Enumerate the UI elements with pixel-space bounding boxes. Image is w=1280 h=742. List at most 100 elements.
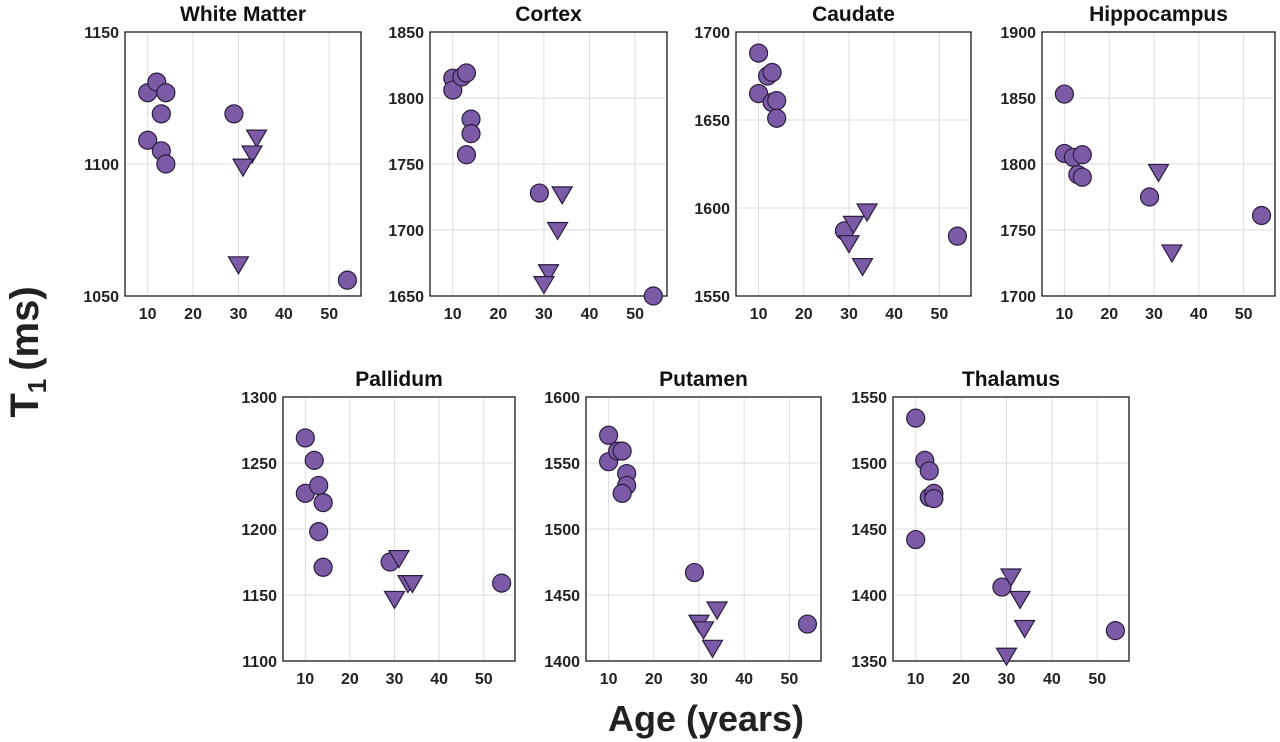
x-tick-label: 20 [341, 671, 359, 688]
x-tick-label: 10 [139, 306, 157, 323]
data-point-triangle [1013, 619, 1036, 639]
data-point-triangle [851, 257, 874, 277]
x-tick-label: 50 [1088, 671, 1106, 688]
x-tick-label: 50 [930, 306, 948, 323]
y-tick-label: 1550 [694, 289, 730, 306]
data-point-circle [992, 577, 1012, 597]
data-point-circle [1054, 84, 1075, 104]
x-tick-label: 20 [1100, 306, 1118, 323]
data-point-circle [643, 286, 663, 306]
x-tick-label: 10 [296, 671, 314, 688]
x-tick-label: 50 [1235, 306, 1253, 323]
x-tick-label: 30 [535, 306, 553, 323]
data-point-triangle [546, 221, 569, 241]
data-point-circle [309, 522, 329, 542]
y-tick-label: 1700 [694, 25, 730, 42]
data-point-circle [224, 104, 244, 124]
y-tick-label: 1500 [544, 522, 580, 539]
x-tick-label: 50 [780, 671, 798, 688]
x-tick-label: 20 [952, 671, 970, 688]
x-tick-label: 50 [320, 306, 338, 323]
panel-title: Putamen [659, 368, 748, 391]
data-point-circle [947, 226, 968, 246]
y-tick-label: 1450 [851, 522, 887, 539]
y-tick-label: 1900 [1000, 25, 1036, 42]
data-point-triangle [241, 145, 264, 165]
panel-title: Thalamus [962, 368, 1060, 391]
data-point-triangle [227, 256, 250, 276]
data-point-circle [138, 130, 158, 150]
x-tick-label: 30 [840, 306, 858, 323]
data-point-triangle [1147, 163, 1170, 183]
x-tick-label: 20 [795, 306, 813, 323]
data-point-circle [529, 183, 549, 203]
y-tick-label: 1650 [694, 113, 730, 130]
x-tick-label: 40 [581, 306, 599, 323]
y-tick-label: 1150 [242, 588, 277, 605]
y-tick-label: 1350 [851, 654, 887, 671]
data-point-circle [1072, 145, 1092, 165]
y-tick-label: 1450 [544, 588, 580, 605]
panel-pallidum: 10 20 30 40 50 1100 1150 1200 1250 1300 Pallidum [241, 368, 516, 688]
data-point-circle [295, 428, 315, 448]
y-tick-label: 1550 [544, 456, 580, 473]
y-tick-label: 1400 [544, 654, 580, 671]
data-point-triangle [701, 639, 724, 659]
x-tick-label: 40 [430, 671, 448, 688]
panel-hippocampus: 10 20 30 40 50 1700 1750 1800 1850 1900 Hippocampu… [1000, 3, 1276, 323]
data-point-triangle [1009, 590, 1032, 610]
x-tick-label: 40 [1190, 306, 1208, 323]
y-tick-label: 1800 [1000, 157, 1036, 174]
data-point-circle [313, 557, 333, 577]
y-tick-label: 1150 [84, 25, 119, 42]
data-point-circle [1251, 205, 1272, 226]
plot-frame [124, 31, 362, 297]
data-point-circle [309, 475, 329, 496]
plot-frame [892, 396, 1130, 662]
x-tick-label: 10 [600, 671, 618, 688]
data-point-circle [156, 154, 176, 174]
panel-title: Pallidum [355, 368, 443, 391]
x-tick-label: 30 [386, 671, 404, 688]
panel-title: Hippocampus [1089, 3, 1228, 26]
panel-caudate: 10 20 30 40 50 1550 1600 1650 1700 Caudate [694, 3, 972, 323]
x-tick-label: 30 [998, 671, 1016, 688]
panel-cortex: 10 20 30 40 50 1650 1700 1750 1800 1850 Cortex [388, 3, 668, 323]
data-point-triangle [842, 215, 865, 235]
data-point-circle [767, 108, 787, 128]
data-point-circle [313, 493, 333, 513]
plot-frame [1041, 31, 1276, 297]
panel-thalamus: 10 20 30 40 50 1350 1400 1450 1500 1550 Thalamus [851, 368, 1130, 688]
plot-frame [282, 396, 516, 662]
data-point-circle [598, 425, 619, 445]
plot-frame [429, 31, 668, 297]
data-point-circle [443, 80, 463, 100]
y-tick-label: 1550 [851, 390, 887, 407]
y-tick-label: 1100 [84, 157, 119, 174]
data-point-circle [461, 124, 481, 144]
data-point-triangle [1160, 244, 1183, 264]
data-point-triangle [706, 601, 729, 621]
y-tick-label: 1600 [544, 390, 580, 407]
x-tick-label: 20 [184, 306, 202, 323]
y-tick-label: 1850 [388, 25, 424, 42]
y-axis-label-unit: (ms) [3, 286, 47, 370]
data-point-triangle [401, 575, 424, 594]
y-tick-label: 1250 [241, 456, 277, 473]
x-tick-label: 10 [750, 306, 768, 323]
y-tick-label: 1600 [694, 201, 730, 218]
x-tick-label: 20 [645, 671, 663, 688]
y-tick-label: 1500 [851, 456, 887, 473]
y-tick-label: 1750 [1000, 223, 1036, 240]
data-point-circle [684, 562, 705, 583]
data-point-circle [919, 461, 939, 481]
x-tick-label: 30 [230, 306, 248, 323]
panel-title: Caudate [812, 3, 895, 26]
data-point-triangle [999, 568, 1023, 588]
panel-title: Cortex [515, 3, 582, 26]
data-point-triangle [837, 235, 861, 254]
data-point-circle [612, 441, 632, 461]
x-tick-label: 40 [735, 671, 753, 688]
